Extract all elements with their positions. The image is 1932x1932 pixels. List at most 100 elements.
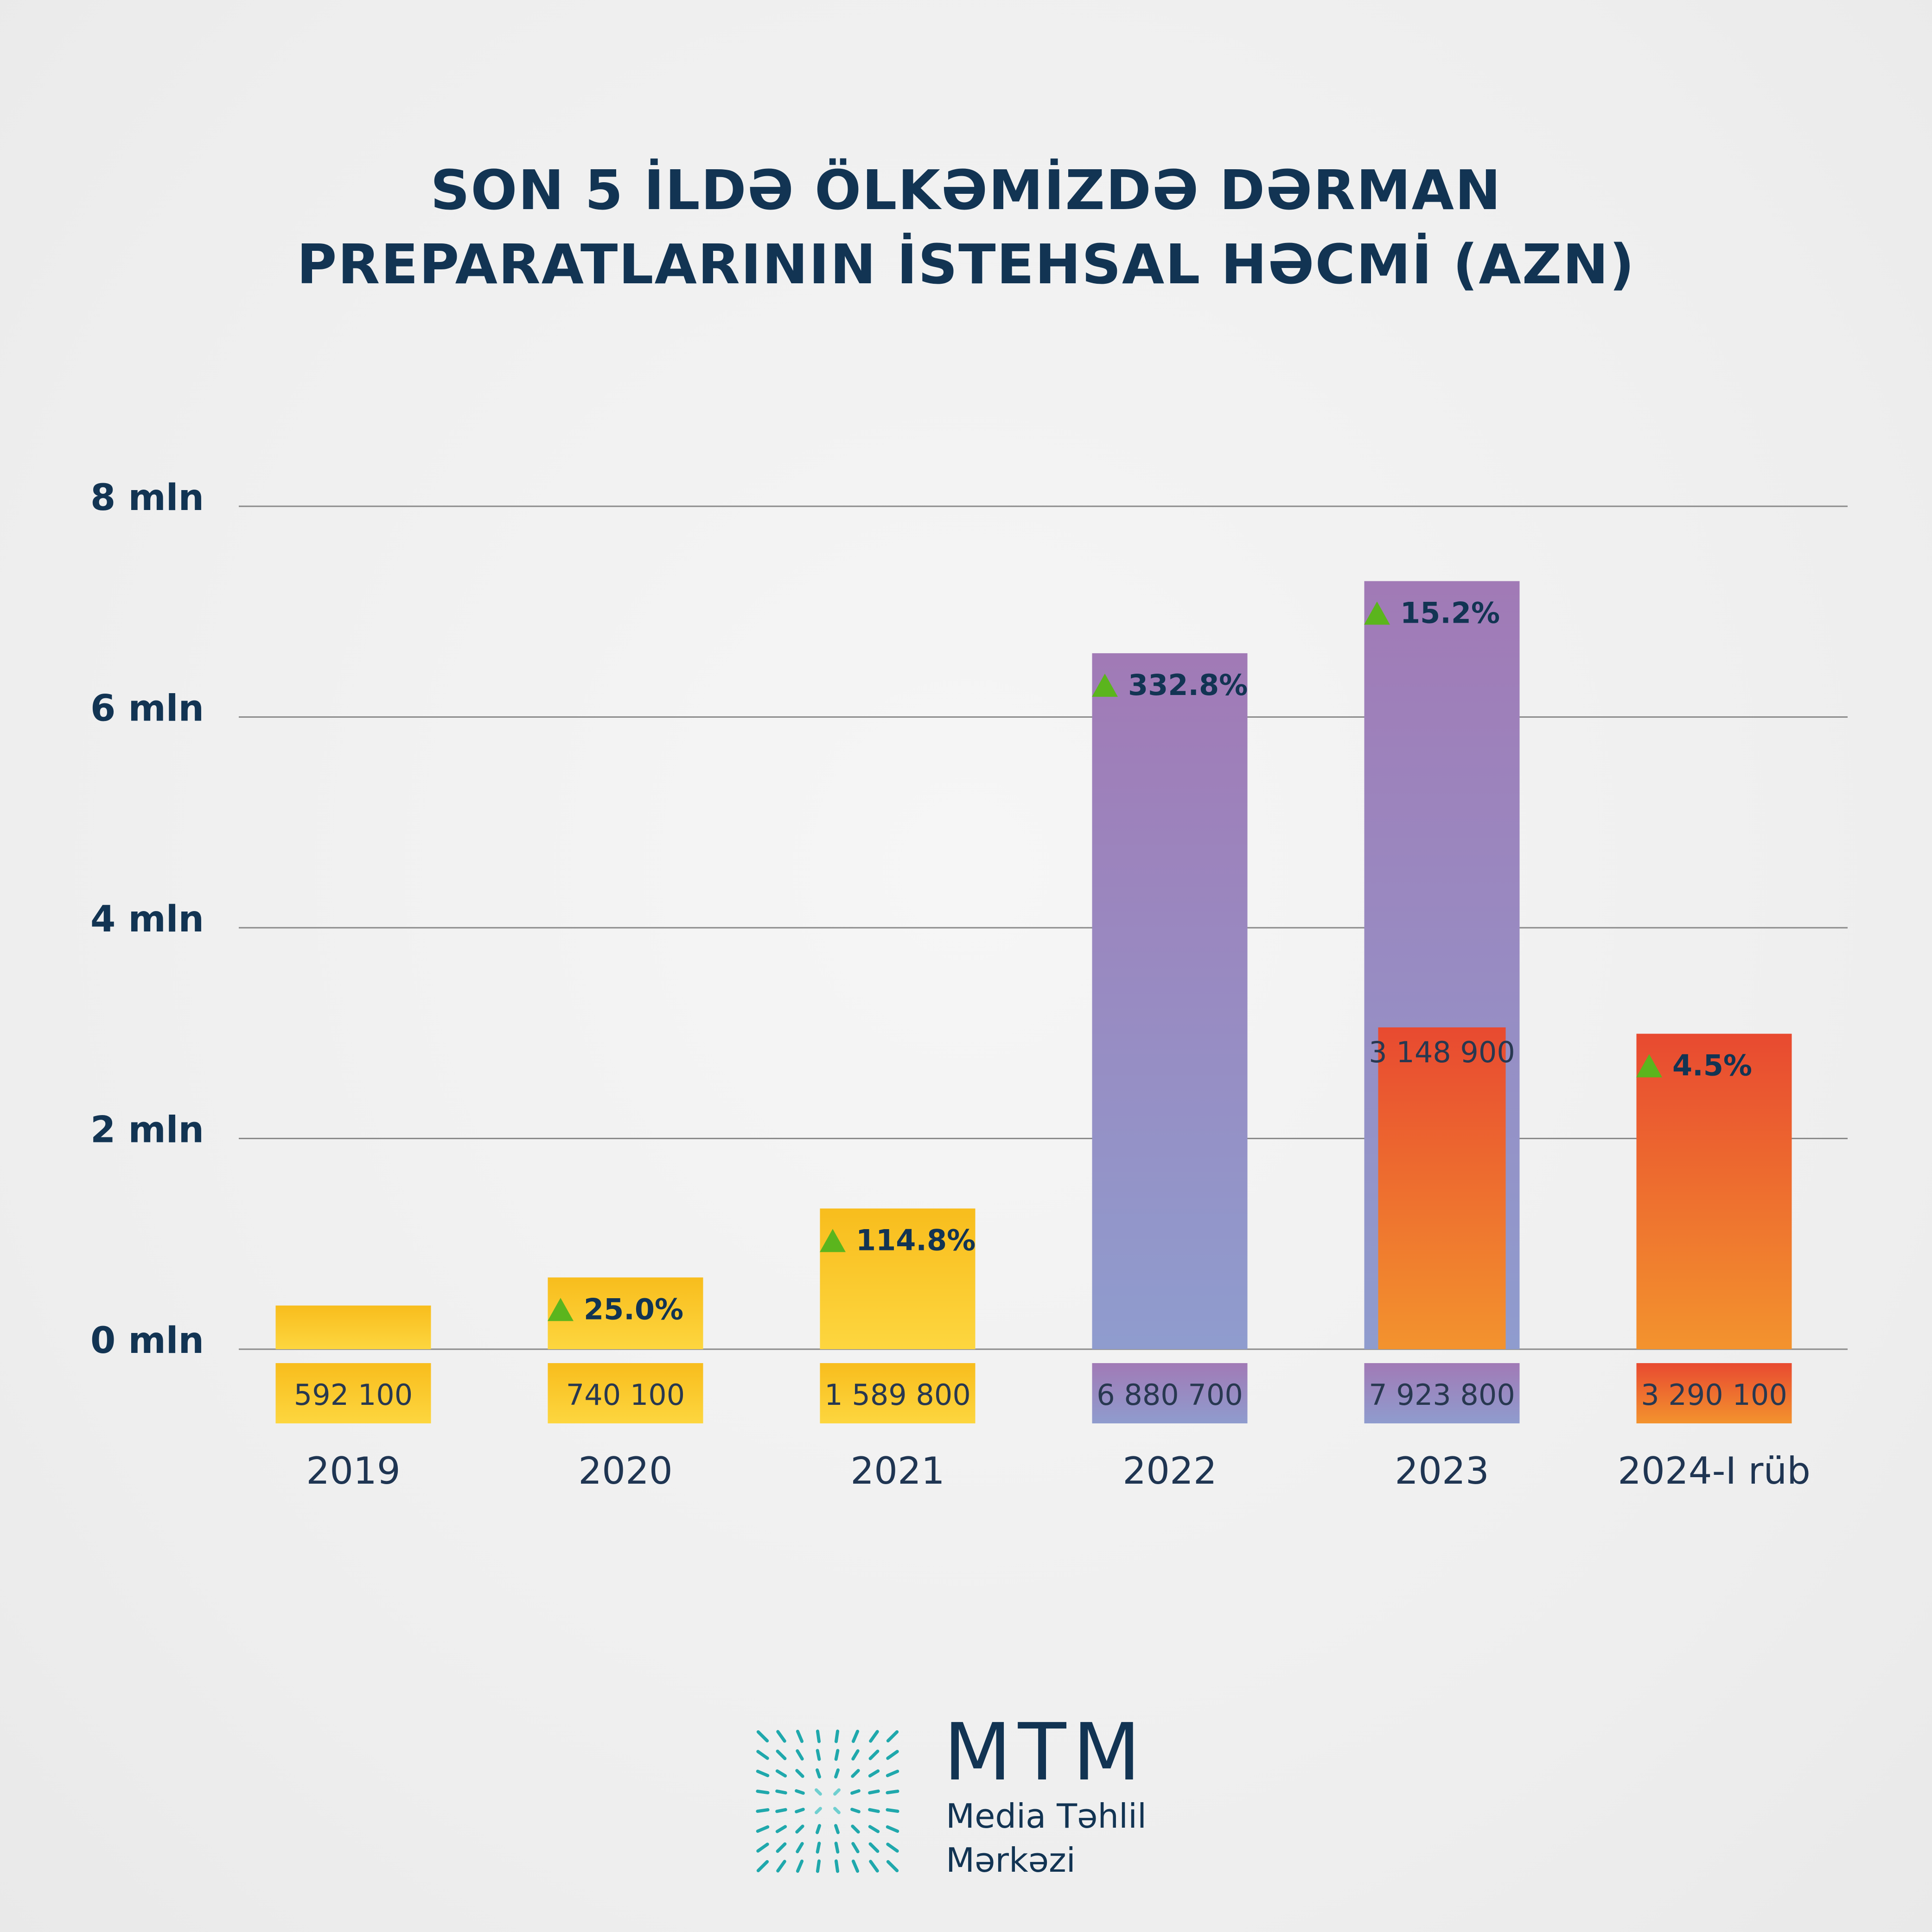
logo-dash	[815, 1788, 822, 1796]
logo-dash	[795, 1769, 804, 1778]
logo-dash	[816, 1859, 821, 1873]
logo-dash	[834, 1768, 840, 1779]
logo-dash	[816, 1729, 821, 1743]
logo-dash	[886, 1730, 899, 1743]
logo-dash	[756, 1789, 770, 1795]
category-label: 2024-I rüb	[1618, 1449, 1811, 1492]
logo-dash	[834, 1749, 840, 1761]
logo-dash	[834, 1824, 840, 1834]
logo-subtitle-line-2: Mərkəzi	[946, 1841, 1076, 1880]
chart-title: SON 5 İLDƏ ÖLKƏMİZDƏ DƏRMAN PREPARATLARI…	[0, 153, 1932, 301]
growth-label: 332.8%	[1128, 668, 1248, 702]
logo-dash	[776, 1730, 786, 1743]
logo-dash	[851, 1729, 860, 1743]
value-label-box	[1364, 1363, 1520, 1423]
y-tick-label: 8 mln	[90, 477, 204, 519]
logo-dash	[886, 1750, 899, 1760]
logo-dash	[886, 1860, 899, 1873]
logo-dash	[833, 1807, 841, 1814]
logo-subtitle-line-1: Media Təhlil	[946, 1797, 1147, 1836]
logo-dash	[834, 1842, 840, 1854]
bar-2021	[820, 1208, 976, 1349]
logo-dash	[775, 1789, 787, 1795]
logo-dash	[816, 1768, 821, 1779]
growth-label: 25.0%	[584, 1292, 683, 1326]
bar-2020	[548, 1277, 703, 1349]
logo-dash	[868, 1769, 880, 1778]
logo-dash	[834, 1859, 840, 1873]
bar-2024-I rüb	[1636, 1033, 1792, 1349]
up-arrow-icon	[820, 1229, 846, 1252]
logo-dash	[775, 1825, 787, 1833]
logo-dash	[796, 1842, 804, 1854]
logo-name: MTM	[944, 1707, 1148, 1798]
growth-label: 15.2%	[1400, 596, 1500, 630]
logo-dash	[868, 1842, 880, 1853]
value-label-box	[548, 1363, 703, 1423]
logo-dash	[868, 1789, 880, 1795]
logo-dash	[851, 1859, 860, 1873]
logo-dash	[816, 1842, 821, 1854]
logo-dash	[869, 1730, 879, 1743]
bar-chart: 0 mln 2 mln 4 mln 6 mln 8 mln 592 100 2019 740…	[90, 477, 1848, 1492]
value-label: 740 100	[566, 1378, 685, 1412]
logo-dash	[851, 1824, 860, 1834]
value-label: 6 880 700	[1097, 1378, 1243, 1412]
mtm-logo: MTM Media Təhlil Mərkəzi	[751, 1707, 1192, 1880]
logo-dash	[776, 1860, 786, 1873]
logo-dash	[816, 1749, 821, 1761]
logo-dash	[850, 1808, 861, 1813]
logo-dash	[775, 1808, 787, 1813]
logo-dash	[776, 1842, 787, 1853]
logo-dash	[834, 1729, 840, 1743]
inner-bar	[1378, 1027, 1506, 1349]
logo-dash	[886, 1789, 899, 1795]
category-label: 2021	[850, 1449, 945, 1492]
logo-subtitle: Media Təhlil Mərkəzi	[946, 1794, 1147, 1882]
title-line-1: SON 5 İLDƏ ÖLKƏMİZDƏ DƏRMAN	[430, 158, 1502, 222]
logo-dash	[868, 1749, 880, 1760]
value-label: 592 100	[294, 1378, 413, 1412]
value-label: 1 589 800	[824, 1378, 971, 1412]
logo-dash	[795, 1824, 804, 1834]
category-label: 2023	[1395, 1449, 1489, 1492]
value-label: 7 923 800	[1369, 1378, 1515, 1412]
up-arrow-icon	[1636, 1054, 1662, 1078]
logo-dash	[886, 1769, 899, 1778]
category-label: 2022	[1122, 1449, 1217, 1492]
mtm-logo-icon	[756, 1729, 899, 1873]
value-label-box	[820, 1363, 976, 1423]
logo-dash	[776, 1749, 787, 1760]
logo-dash	[851, 1769, 860, 1778]
logo-dash	[795, 1789, 805, 1795]
logo-dash	[850, 1789, 861, 1795]
logo-dash	[756, 1750, 769, 1760]
y-tick-label: 4 mln	[90, 899, 204, 940]
logo-dash	[851, 1842, 860, 1854]
value-label-box	[1636, 1363, 1792, 1423]
logo-dash	[851, 1749, 860, 1761]
category-label: 2019	[306, 1449, 401, 1492]
category-label: 2020	[578, 1449, 673, 1492]
logo-dash	[756, 1730, 769, 1743]
title-line-2: PREPARATLARININ İSTEHSAL HƏCMİ (AZN)	[296, 232, 1635, 296]
logo-dash	[796, 1859, 804, 1873]
logo-dash	[756, 1769, 770, 1778]
logo-dash	[886, 1843, 899, 1853]
y-tick-label: 2 mln	[90, 1109, 204, 1151]
logo-dash	[815, 1807, 822, 1814]
up-arrow-icon	[1364, 601, 1390, 625]
logo-dash	[796, 1749, 804, 1761]
logo-dash	[756, 1843, 769, 1853]
growth-label: 114.8%	[856, 1224, 976, 1257]
logo-dash	[756, 1860, 769, 1873]
up-arrow-icon	[1092, 673, 1118, 697]
logo-dash	[756, 1825, 770, 1833]
logo-dash	[795, 1808, 805, 1813]
y-tick-label: 6 mln	[90, 688, 204, 730]
value-label: 3 290 100	[1641, 1378, 1787, 1412]
logo-dash	[886, 1825, 899, 1833]
bar-2019	[275, 1305, 431, 1349]
inner-bar-label: 3 148 900	[1369, 1035, 1515, 1069]
logo-dash	[886, 1808, 899, 1813]
